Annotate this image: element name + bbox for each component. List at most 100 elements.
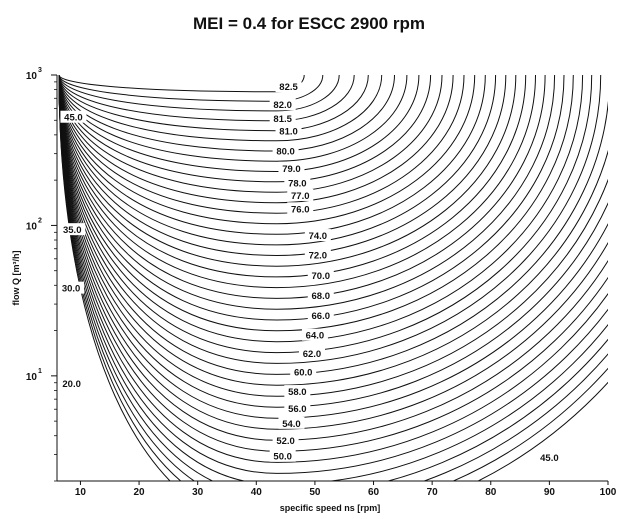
contour-label-bg [272, 433, 299, 446]
contour-label: 20.0 [62, 379, 81, 390]
x-tick-label: 50 [309, 487, 321, 498]
contour-line [58, 75, 574, 332]
contour-lines [58, 75, 608, 481]
contour-label: 62.0 [303, 349, 322, 360]
contour-line [58, 75, 517, 267]
contour-line [58, 75, 476, 225]
x-tick-label: 80 [485, 487, 497, 498]
contour-label-bg [269, 449, 296, 462]
contour-line [58, 75, 608, 463]
contour-line [58, 75, 608, 452]
contour-label-bg [58, 377, 85, 390]
contour-label: 82.0 [273, 100, 292, 111]
contour-label-bg [269, 98, 296, 111]
contour-line [58, 75, 355, 122]
contour-label-bg [278, 416, 305, 429]
contour-label-bg [284, 176, 311, 189]
contour-label: 77.0 [291, 191, 310, 202]
contour-line [58, 75, 383, 142]
contour-label: 79.0 [282, 164, 301, 175]
contour-line [58, 75, 584, 343]
contour-label: 45.0 [64, 113, 83, 124]
contour-label-bg [536, 450, 563, 463]
y-tick-exponent: 2 [38, 217, 42, 224]
contour-line [58, 75, 536, 289]
x-tick-label: 20 [134, 487, 146, 498]
contour-label-bg [304, 248, 331, 261]
x-axis-label: specific speed ns [rpm] [280, 503, 381, 513]
contour-label: 82.5 [279, 82, 298, 93]
contour-label: 58.0 [288, 387, 307, 398]
x-tick-label: 60 [368, 487, 380, 498]
contour-label-bg [272, 144, 299, 157]
x-tick-label: 40 [251, 487, 263, 498]
contour-label: 54.0 [282, 419, 301, 430]
contour-label: 64.0 [306, 331, 325, 342]
contour-label: 74.0 [309, 231, 328, 242]
contour-label-bg [307, 308, 334, 321]
contour-label: 60.0 [294, 368, 313, 379]
contour-line [58, 75, 432, 183]
contour-label-bg [58, 281, 85, 294]
contour-line [58, 75, 608, 419]
contour-line [58, 75, 602, 364]
contour-line [58, 75, 608, 397]
contour-line [58, 75, 608, 408]
contour-line [58, 75, 395, 152]
contour-label-bg [278, 161, 305, 174]
contour-line [58, 75, 486, 235]
y-tick-label: 10 [26, 221, 38, 232]
chart-title: MEI = 0.4 for ESCC 2900 rpm [193, 14, 425, 33]
contour-label: 78.0 [288, 178, 307, 189]
contour-line [58, 75, 608, 375]
contour-line [58, 75, 608, 481]
contour-line [58, 75, 556, 310]
contour-label: 70.0 [312, 271, 331, 282]
x-tick-label: 70 [427, 487, 439, 498]
contour-label-bg [301, 328, 328, 341]
contour-label-bg [269, 111, 296, 124]
contour-label-bg [287, 188, 314, 201]
contour-line [58, 75, 369, 132]
contour-line [58, 75, 443, 193]
contour-label: 68.0 [312, 291, 331, 302]
contour-label-bg [275, 124, 302, 137]
y-tick-label: 10 [26, 372, 38, 383]
contour-line [58, 75, 497, 246]
contour-label-bg [298, 346, 325, 359]
y-tick-label: 10 [26, 71, 38, 82]
contour-line [58, 75, 608, 481]
contour-line [58, 75, 608, 430]
contour-label-bg [275, 80, 302, 93]
contour-label-bg [284, 385, 311, 398]
contour-label-bg [304, 229, 331, 242]
contour-line [58, 75, 546, 299]
contour-line [58, 75, 608, 481]
x-tick-label: 100 [600, 487, 617, 498]
contour-label: 30.0 [62, 284, 81, 295]
contour-line [58, 75, 454, 204]
contour-label-bg [59, 223, 86, 236]
contour-label-bg [307, 269, 334, 282]
x-tick-label: 10 [75, 487, 87, 498]
contour-line [58, 75, 608, 481]
y-tick-exponent: 3 [38, 67, 42, 74]
contour-line [58, 75, 324, 102]
contour-label: 52.0 [276, 436, 295, 447]
contour-line [58, 75, 565, 321]
contour-label-bg [307, 288, 334, 301]
contour-label: 80.0 [276, 147, 295, 158]
contour-label-bg [290, 365, 317, 378]
contour-line [58, 75, 507, 257]
contour-label: 72.0 [309, 251, 328, 262]
contour-line [58, 75, 305, 93]
y-tick-exponent: 1 [38, 368, 42, 375]
contour-line [58, 75, 340, 112]
contour-labels: 82.5 82.0 81.5 81.0 80.0 79.0 78.0 77.0 76.0 74.0… [58, 80, 563, 464]
contour-line [58, 75, 608, 481]
contour-label-bg [287, 202, 314, 215]
contour-label: 66.0 [312, 311, 331, 322]
contour-label: 45.0 [540, 453, 559, 464]
